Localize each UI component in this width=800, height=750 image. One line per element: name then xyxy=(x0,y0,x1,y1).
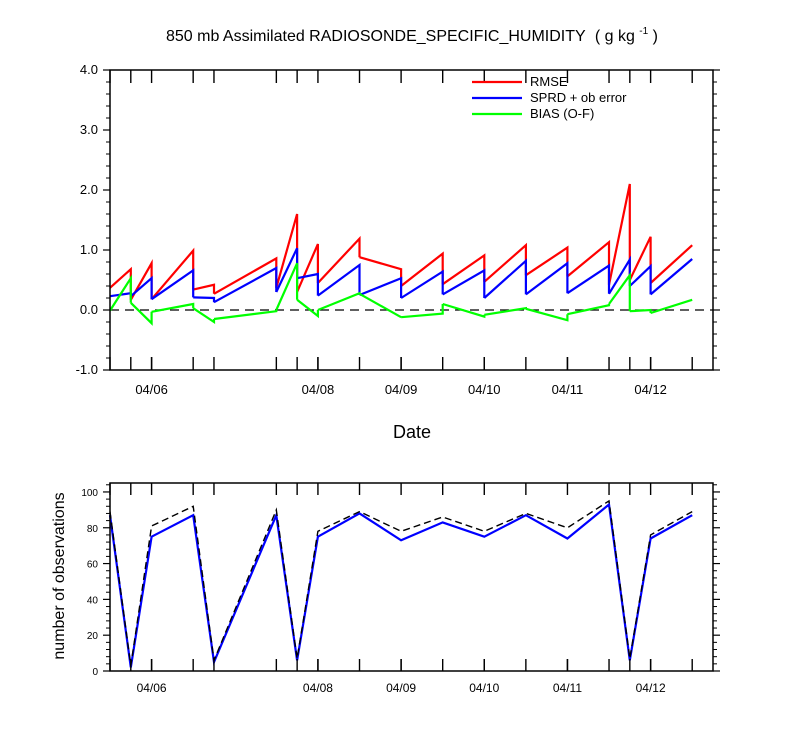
series-line-bias-o-f xyxy=(213,310,278,321)
bottom-axes: 0 20 40 60 80 100 04/06 04/08 04/09 04/10 04/11 04/… xyxy=(81,482,720,695)
y-tick-label: 1.0 xyxy=(80,242,98,257)
y-tick-label: 0 xyxy=(92,667,98,678)
title-units: ( g kg xyxy=(595,28,635,45)
y-tick-label: 80 xyxy=(87,524,99,535)
series-line-rmse xyxy=(296,243,319,293)
series-line-sprd-ob-error xyxy=(359,276,403,298)
series-line-sprd-ob-error xyxy=(525,260,569,296)
series-line-bias-o-f xyxy=(192,307,216,325)
series-line-bias-o-f xyxy=(484,306,528,316)
series-line-rmse xyxy=(442,253,486,286)
legend-label: BIAS (O-F) xyxy=(530,106,594,121)
series-line-bias-o-f xyxy=(401,304,444,319)
series-line-rmse xyxy=(317,235,361,284)
y-tick-label: 20 xyxy=(87,631,99,642)
x-tick-label: 04/12 xyxy=(636,681,666,695)
series-line-bias-o-f xyxy=(109,274,132,312)
series-line-bias-o-f xyxy=(629,308,652,313)
y-tick-label: 3.0 xyxy=(80,122,98,137)
series-line-bias-o-f xyxy=(525,307,569,322)
y-tick-label: -1.0 xyxy=(76,362,98,377)
top-chart-title: 850 mb Assimilated RADIOSONDE_SPECIFIC_H… xyxy=(166,21,658,45)
x-tick-label: 04/10 xyxy=(469,681,499,695)
series-line-sprd-ob-error xyxy=(317,262,361,297)
bottom-series-group xyxy=(108,499,693,668)
x-tick-label: 04/12 xyxy=(634,382,667,397)
x-tick-label: 04/06 xyxy=(135,382,168,397)
plot-frame xyxy=(109,482,714,672)
series-line-bias-o-f xyxy=(151,302,195,313)
title-units-exponent: -1 xyxy=(639,26,648,37)
series-line-sprd-ob-error xyxy=(649,258,693,296)
x-tick-label: 04/09 xyxy=(385,382,418,397)
series-line-rmse xyxy=(607,183,631,286)
series-line-sprd-ob-error xyxy=(629,263,652,295)
series-line-sprd-ob-error xyxy=(296,272,319,296)
title-text: 850 mb Assimilated RADIOSONDE_SPECIFIC_H… xyxy=(166,28,586,45)
x-axis-label: Date xyxy=(393,422,431,442)
series-line-bias-o-f xyxy=(296,298,319,319)
series-line-rmse xyxy=(525,245,569,277)
series-line-sprd-ob-error xyxy=(483,258,528,299)
bottom-chart: 0 20 40 60 80 100 04/06 04/08 04/09 04/10 04/11 04/… xyxy=(51,482,720,695)
series-line-bias-o-f xyxy=(275,262,299,311)
y-axis-label-observations: number of observations xyxy=(51,492,68,659)
x-tick-label: 04/08 xyxy=(302,382,335,397)
series-line-rmse xyxy=(400,251,444,287)
series-line-rmse xyxy=(213,256,278,295)
x-tick-label: 04/10 xyxy=(468,382,501,397)
legend-label: RMSE xyxy=(530,74,568,89)
series-line-bias-o-f xyxy=(567,304,611,316)
series-line-rmse xyxy=(483,242,528,283)
series-line-sprd-ob-error xyxy=(150,268,195,301)
series-line-bias-o-f xyxy=(608,271,631,312)
series-line-sprd-ob-error xyxy=(130,275,153,300)
series-line-sprd-ob-error xyxy=(400,269,444,299)
series-line-sprd-ob-error xyxy=(442,268,486,298)
obs-line-obs-assimilated xyxy=(108,502,693,668)
y-tick-label: 40 xyxy=(87,595,99,606)
series-line-bias-o-f xyxy=(358,292,402,319)
series-line-bias-o-f xyxy=(130,302,153,326)
series-line-rmse xyxy=(192,283,216,294)
series-line-rmse xyxy=(649,244,693,284)
obs-line-obs-possible xyxy=(109,499,693,666)
top-axes: -1.0 0.0 1.0 2.0 3.0 4.0 04/06 04/08 04/09 04/10 0… xyxy=(76,62,720,397)
series-line-sprd-ob-error xyxy=(213,266,278,304)
y-tick-label: 4.0 xyxy=(80,62,98,77)
series-line-bias-o-f xyxy=(650,298,693,315)
x-tick-label: 04/11 xyxy=(553,681,582,695)
x-tick-label: 04/09 xyxy=(386,681,416,695)
top-series-group xyxy=(109,183,693,326)
y-tick-label: 0.0 xyxy=(80,302,98,317)
series-line-sprd-ob-error xyxy=(566,263,611,295)
title-units-close: ) xyxy=(653,28,658,45)
x-tick-label: 04/08 xyxy=(303,681,333,695)
series-line-bias-o-f xyxy=(317,291,361,312)
y-tick-label: 2.0 xyxy=(80,182,98,197)
y-tick-label: 100 xyxy=(81,488,98,499)
series-line-bias-o-f xyxy=(442,302,486,319)
top-chart: 850 mb Assimilated RADIOSONDE_SPECIFIC_H… xyxy=(76,21,720,442)
y-tick-label: 60 xyxy=(87,560,99,571)
series-line-sprd-ob-error xyxy=(193,296,216,303)
x-tick-label: 04/11 xyxy=(552,382,584,397)
x-tick-label: 04/06 xyxy=(137,681,167,695)
legend-label: SPRD + ob error xyxy=(530,90,627,105)
plot-frame xyxy=(109,69,714,371)
